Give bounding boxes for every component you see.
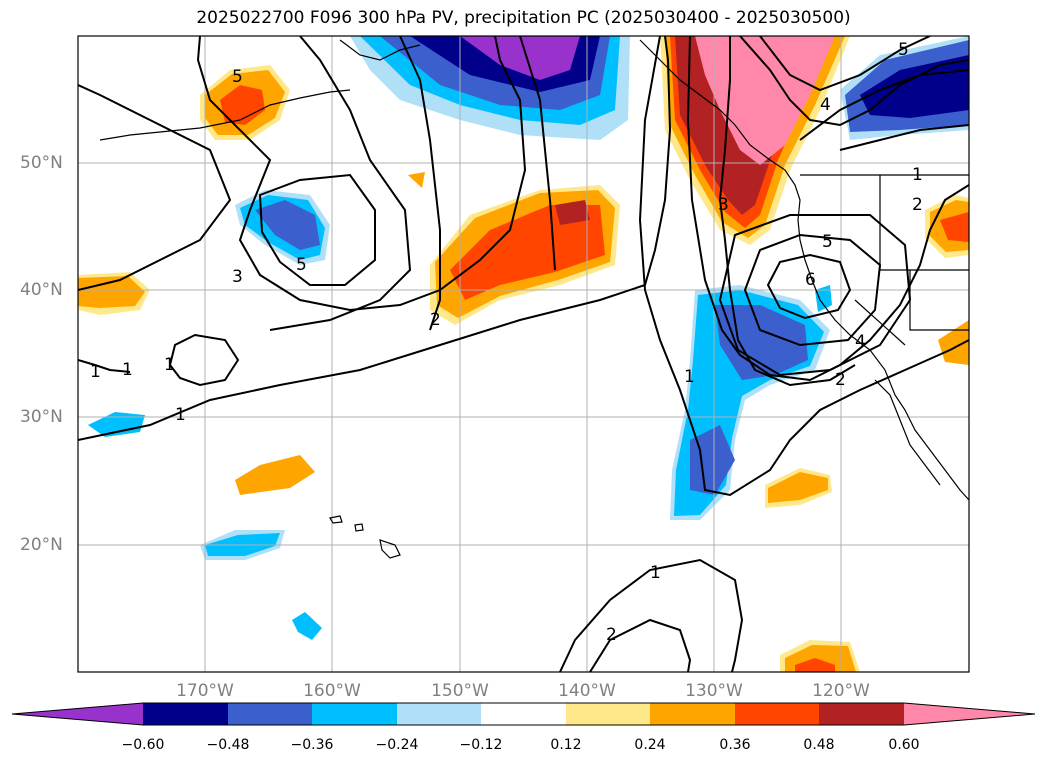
map-frame [77,35,970,673]
colorbar-right-extend [904,703,1035,725]
colorbar-bin [397,703,481,725]
lat-label: 30°N [20,407,63,427]
precip-shading [78,36,969,672]
map-fields: 5 5 3 2 1 1 1 5 6 4 3 2 1 1 2 4 5 1 1 2 [78,36,969,672]
contour-label: 5 [232,67,243,87]
colorbar-tick-label: −0.24 [375,737,419,753]
colorbar-bin [481,703,566,725]
colorbar-bin [819,703,904,725]
colorbar-bin [228,703,312,725]
lon-label: 150°W [431,681,489,701]
colorbar-tick-label: 0.36 [719,737,751,753]
lon-label: 170°W [176,681,234,701]
contour-label: 6 [805,270,816,290]
lon-label: 160°W [303,681,361,701]
colorbar-tick-label: 0.60 [888,737,920,753]
contour-label: 2 [606,625,617,645]
colorbar-bin [143,703,228,725]
contour-label: 1 [164,355,175,375]
contour-label: 1 [912,165,923,185]
contour-label: 2 [430,310,441,330]
colorbar-tick-label: 0.12 [550,737,582,753]
contour-label: 4 [820,95,831,115]
contour-label: 5 [898,40,909,60]
contour-label: 1 [175,405,186,425]
lon-label: 120°W [812,681,870,701]
contour-label: 2 [835,370,846,390]
contour-label: 1 [122,360,133,380]
pv-contours [78,36,969,672]
lon-label: 130°W [685,681,743,701]
colorbar-tick-label: −0.36 [290,737,334,753]
lat-label: 50°N [20,153,63,173]
contour-label: 5 [296,255,307,275]
colorbar-tick-label: −0.60 [121,737,165,753]
graticule [78,36,969,672]
colorbar-bin [650,703,735,725]
contour-label: 5 [822,232,833,252]
colorbar-tick-label: −0.12 [459,737,503,753]
colorbar-tick-label: −0.48 [206,737,250,753]
colorbar-bin [566,703,650,725]
contour-label: 2 [912,195,923,215]
lat-label: 20°N [20,535,63,555]
contour-label: 1 [90,362,101,382]
contour-label: 3 [718,195,729,215]
colorbar-bin [735,703,819,725]
lon-label: 140°W [558,681,616,701]
colorbar [11,702,1036,726]
contour-labels: 5 5 3 2 1 1 1 5 6 4 3 2 1 1 2 4 5 1 1 2 [90,40,923,645]
colorbar-left-extend [12,703,143,725]
colorbar-outline [11,702,1036,726]
contour-label: 3 [232,267,243,287]
colorbar-tick-label: 0.48 [803,737,835,753]
contour-label: 4 [855,332,866,352]
colorbar-bin [312,703,397,725]
contour-label: 1 [684,367,695,387]
lat-label: 40°N [20,280,63,300]
figure-title: 2025022700 F096 300 hPa PV, precipitatio… [196,8,851,28]
colorbar-tick-label: 0.24 [634,737,666,753]
contour-label: 1 [650,563,661,583]
